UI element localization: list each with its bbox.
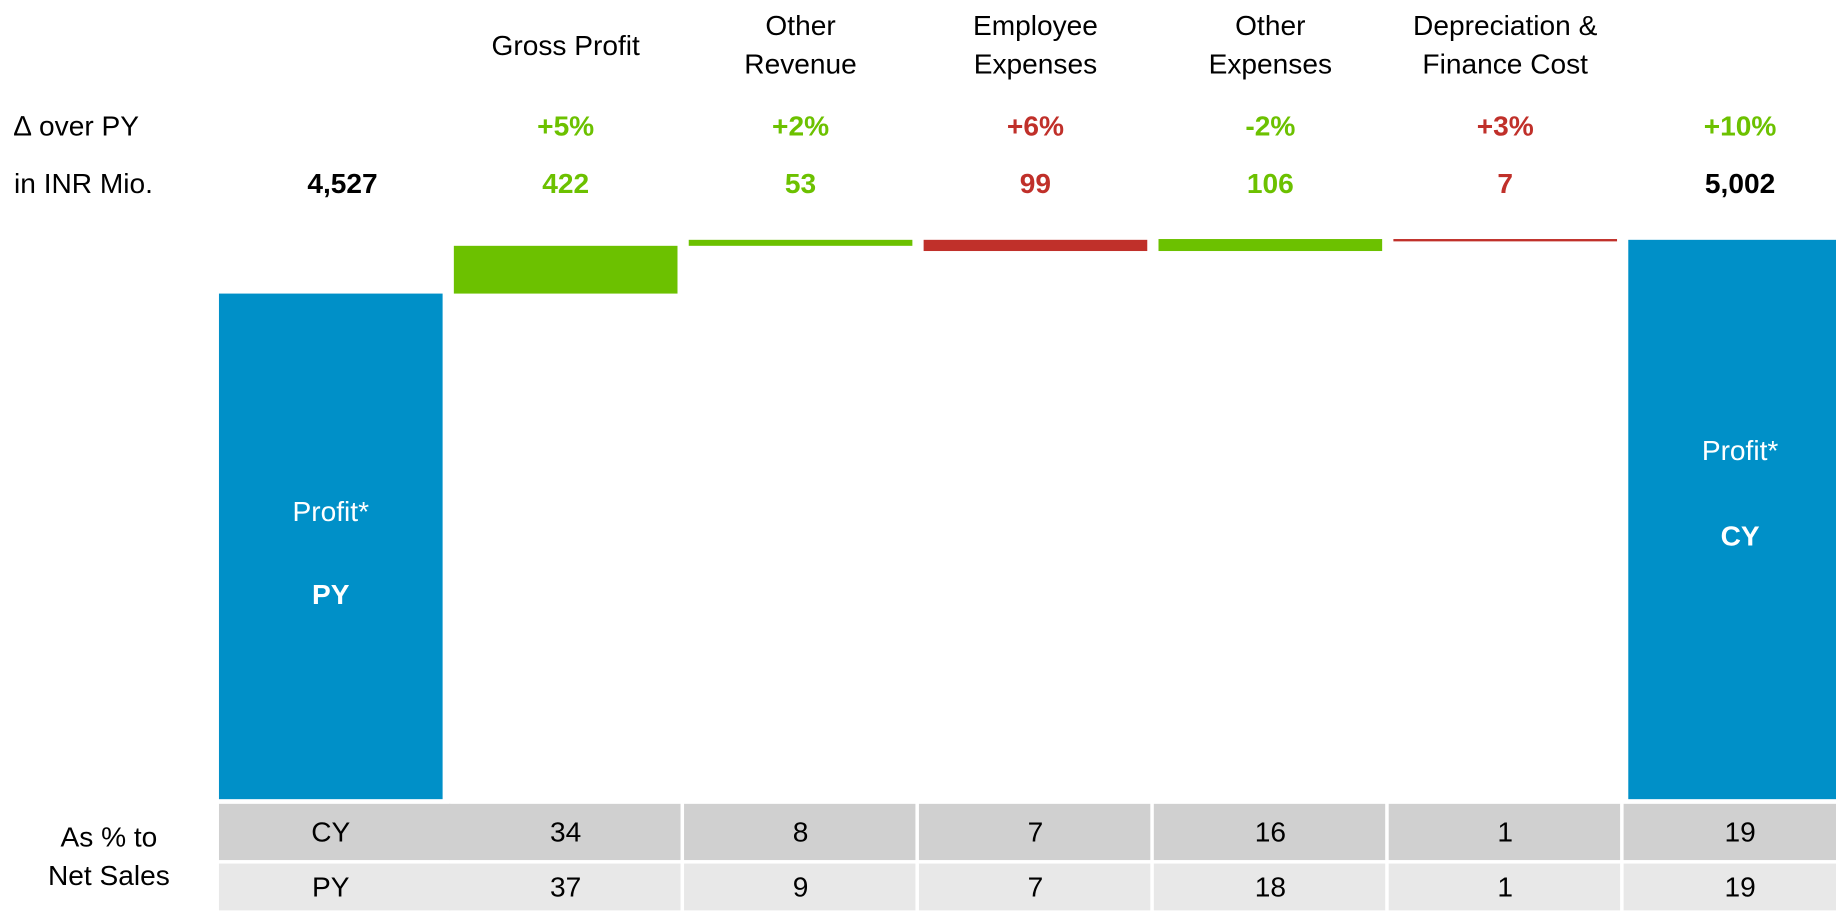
end-bar — [1628, 239, 1836, 800]
step-bar — [1393, 239, 1618, 242]
bar-label: CY — [1721, 521, 1760, 552]
value-label: 99 — [1020, 168, 1051, 199]
table-value: 16 — [1255, 817, 1286, 848]
table-cell — [684, 803, 916, 861]
table-cell — [218, 863, 451, 911]
table-cell — [449, 863, 681, 911]
category-label: Revenue — [744, 49, 856, 80]
table-value: 8 — [793, 817, 809, 848]
table-value: 7 — [1028, 817, 1044, 848]
table-value: 1 — [1497, 872, 1513, 903]
bar-label: PY — [312, 579, 350, 610]
table-value: 34 — [550, 817, 581, 848]
table-value: 37 — [550, 872, 581, 903]
value-label: 106 — [1247, 168, 1294, 199]
step-bar — [1158, 239, 1383, 252]
start-bar — [218, 293, 443, 800]
bar-name: Profit* — [293, 496, 370, 527]
table-cell — [684, 863, 916, 911]
bar-name: Profit* — [1702, 435, 1779, 466]
step-bar — [453, 245, 678, 294]
row-name: CY — [311, 817, 350, 848]
delta-label: +6% — [1007, 111, 1064, 142]
table-cell — [218, 803, 451, 861]
category-label: Gross Profit — [492, 30, 640, 61]
category-label: Depreciation & — [1413, 10, 1598, 41]
category-label: Other — [765, 10, 835, 41]
delta-row-label: ∆ over PY — [14, 111, 139, 142]
table-cell — [1623, 863, 1836, 911]
step-bar — [923, 239, 1148, 252]
table-cell — [1153, 863, 1386, 911]
category-label: Other — [1235, 10, 1305, 41]
table-cell — [1388, 863, 1621, 911]
value-label: 53 — [785, 168, 816, 199]
category-label: Expenses — [974, 49, 1097, 80]
table-value: 19 — [1724, 817, 1755, 848]
delta-label: +2% — [772, 111, 829, 142]
table-cell — [918, 803, 1151, 861]
table-label: Net Sales — [48, 860, 170, 891]
value-label: 5,002 — [1705, 168, 1775, 199]
delta-label: +3% — [1477, 111, 1534, 142]
value-label: 7 — [1497, 168, 1513, 199]
table-value: 18 — [1255, 872, 1286, 903]
category-label: Employee — [973, 10, 1098, 41]
delta-label: +5% — [537, 111, 594, 142]
table-value: 19 — [1724, 872, 1755, 903]
table-cell — [1153, 803, 1386, 861]
table-cell — [1623, 803, 1836, 861]
category-label: Finance Cost — [1422, 49, 1588, 80]
table-value: 9 — [793, 872, 809, 903]
table-value: 7 — [1028, 872, 1044, 903]
delta-label: -2% — [1245, 111, 1295, 142]
table-label: As % to — [60, 821, 157, 852]
value-label: 4,527 — [307, 168, 377, 199]
row-name: PY — [312, 872, 350, 903]
category-label: Expenses — [1209, 49, 1332, 80]
table-cell — [449, 803, 681, 861]
table-value: 1 — [1497, 817, 1513, 848]
value-label: 422 — [542, 168, 589, 199]
delta-label: +10% — [1704, 111, 1777, 142]
step-bar — [688, 239, 913, 246]
table-cell — [918, 863, 1151, 911]
value-row-label: in INR Mio. — [14, 168, 153, 199]
table-cell — [1388, 803, 1621, 861]
